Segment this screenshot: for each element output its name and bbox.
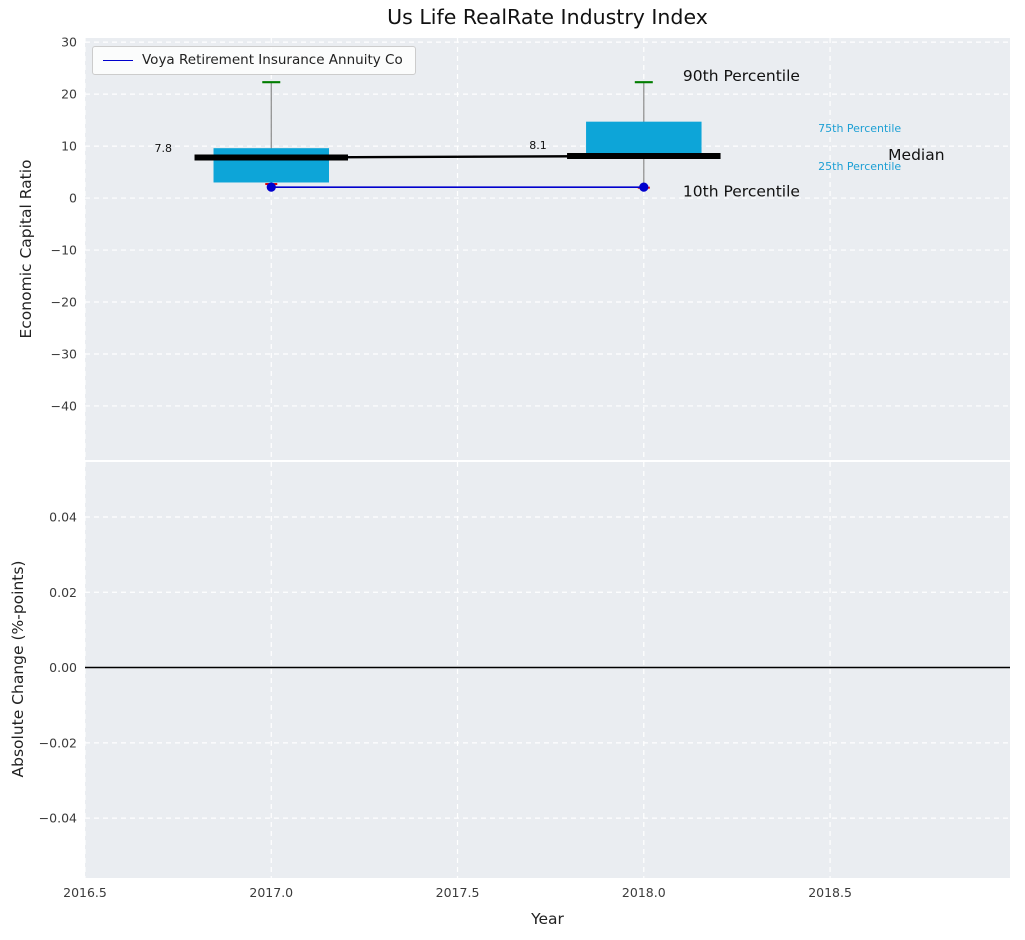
percentile-box [586,121,702,158]
legend-line-sample [103,59,133,61]
y-tick-label: −10 [51,243,77,258]
top-plot-background [85,38,1010,460]
y-tick-label: −30 [51,346,77,361]
annotation-10th-percentile: 10th Percentile [683,183,800,201]
chart-title: Us Life RealRate Industry Index [387,5,708,29]
x-tick-label: 2017.5 [436,885,480,900]
y-tick-label: 0.00 [49,660,77,675]
y-tick-label: −0.02 [39,735,77,750]
percentile-box [213,148,330,183]
y-tick-label: −20 [51,295,77,310]
legend-label: Voya Retirement Insurance Annuity Co [142,52,403,68]
annotation-75th-percentile: 75th Percentile [818,122,901,135]
company-series-marker [639,182,649,192]
y-tick-label: 20 [61,87,77,102]
annotation-median: Median [888,146,944,164]
y-tick-label: −40 [51,398,77,413]
y-tick-label: 0 [69,191,77,206]
x-tick-label: 2016.5 [63,885,107,900]
y-axis-label-top: Economic Capital Ratio [17,159,35,339]
annotation-7-8: 7.8 [154,142,172,155]
annotation-8-1: 8.1 [529,139,547,152]
y-tick-label: 30 [61,35,77,50]
legend: Voya Retirement Insurance Annuity Co [92,46,416,75]
x-tick-label: 2018.0 [622,885,666,900]
company-series-marker [266,182,276,192]
y-tick-label: 0.04 [49,509,77,524]
x-axis-label: Year [531,910,564,928]
annotation-25th-percentile: 25th Percentile [818,160,901,173]
bottom-plot-background [85,462,1010,878]
annotation-90th-percentile: 90th Percentile [683,67,800,85]
x-tick-label: 2018.5 [808,885,852,900]
y-axis-label-bottom: Absolute Change (%-points) [9,560,27,778]
y-tick-label: −0.04 [39,811,77,826]
y-tick-label: 10 [61,139,77,154]
y-tick-label: 0.02 [49,585,77,600]
x-tick-label: 2017.0 [249,885,293,900]
